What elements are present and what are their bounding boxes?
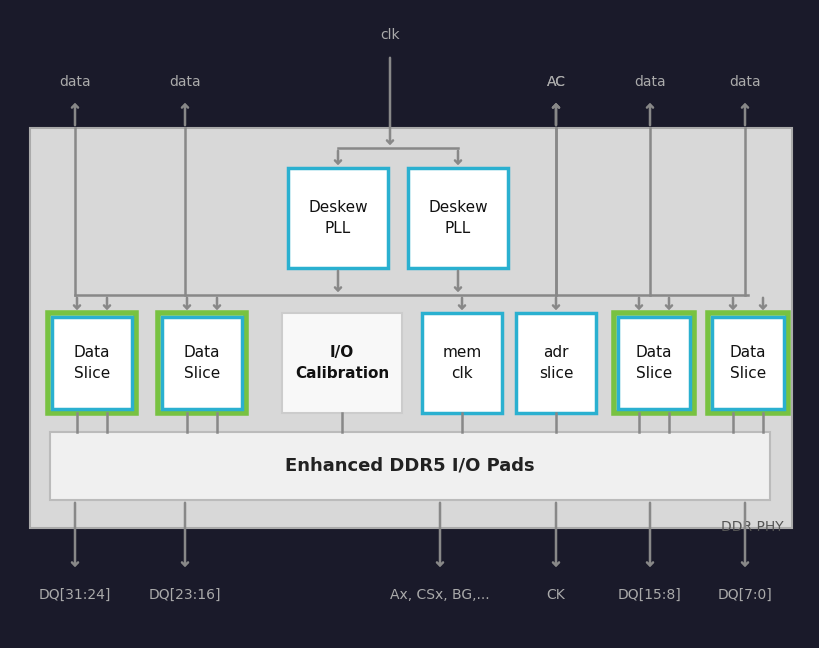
Text: Enhanced DDR5 I/O Pads: Enhanced DDR5 I/O Pads: [285, 457, 534, 475]
Text: I/O
Calibration: I/O Calibration: [295, 345, 389, 381]
Bar: [711, 317, 783, 409]
Text: adr
slice: adr slice: [538, 345, 572, 381]
Bar: [618, 317, 689, 409]
Text: Deskew
PLL: Deskew PLL: [308, 200, 368, 236]
Bar: [515, 313, 595, 413]
Bar: [422, 313, 501, 413]
Text: AC: AC: [545, 75, 565, 89]
Text: clk: clk: [380, 28, 400, 42]
Text: DQ[7:0]: DQ[7:0]: [717, 588, 771, 602]
Text: CK: CK: [546, 588, 564, 602]
Bar: [282, 313, 401, 413]
Text: Deskew
PLL: Deskew PLL: [428, 200, 487, 236]
Text: Data
Slice: Data Slice: [729, 345, 765, 381]
Text: DDR PHY: DDR PHY: [721, 520, 783, 534]
Text: mem
clk: mem clk: [441, 345, 481, 381]
Text: Data
Slice: Data Slice: [74, 345, 110, 381]
Text: data: data: [633, 75, 665, 89]
Bar: [613, 313, 693, 413]
Bar: [52, 317, 132, 409]
Text: AC: AC: [545, 75, 565, 89]
Bar: [158, 313, 246, 413]
Bar: [50, 432, 769, 500]
Text: data: data: [728, 75, 760, 89]
Text: DQ[31:24]: DQ[31:24]: [38, 588, 111, 602]
Bar: [408, 168, 508, 268]
Text: Data
Slice: Data Slice: [635, 345, 672, 381]
Text: data: data: [59, 75, 91, 89]
Text: DQ[23:16]: DQ[23:16]: [148, 588, 221, 602]
Bar: [707, 313, 787, 413]
Bar: [30, 128, 791, 528]
Bar: [287, 168, 387, 268]
Bar: [48, 313, 136, 413]
Text: Ax, CSx, BG,...: Ax, CSx, BG,...: [390, 588, 489, 602]
Text: data: data: [169, 75, 201, 89]
Text: Data
Slice: Data Slice: [183, 345, 220, 381]
Bar: [162, 317, 242, 409]
Text: DQ[15:8]: DQ[15:8]: [618, 588, 681, 602]
